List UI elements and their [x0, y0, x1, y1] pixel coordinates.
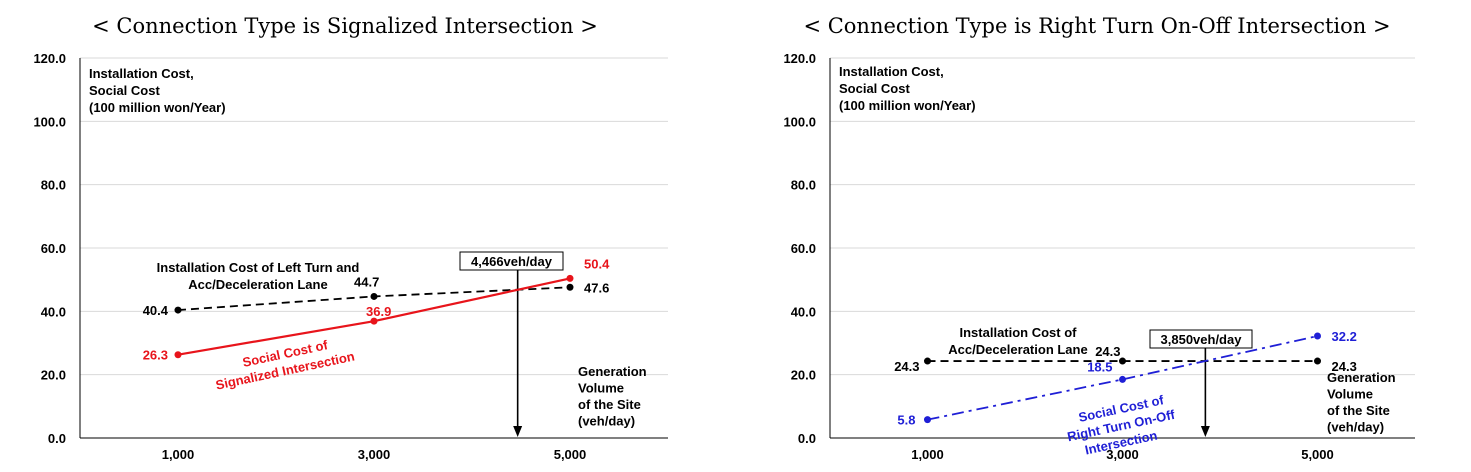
crossing-label: 4,466veh/day [471, 254, 553, 269]
chart-panel-signalized: < Connection Type is Signalized Intersec… [0, 0, 735, 472]
x-tick-label: 3,000 [1106, 447, 1139, 462]
y-tick-label: 100.0 [33, 114, 66, 129]
data-point [1119, 357, 1126, 365]
chart-panel-right-turn: < Connection Type is Right Turn On-Off I… [735, 0, 1471, 472]
chart-signalized: < Connection Type is Signalized Intersec… [33, 14, 668, 462]
y-axis-label: (100 million won/Year) [89, 100, 226, 115]
crossing-label-box [1149, 329, 1253, 349]
y-tick-label: 40.0 [41, 304, 66, 319]
series-label: Installation Cost of Left Turn and [157, 260, 360, 275]
crossing-arrow-head [1200, 426, 1210, 437]
y-tick-label: 80.0 [791, 178, 816, 193]
y-tick-label: 0.0 [48, 431, 66, 446]
y-tick-label: 20.0 [41, 368, 66, 383]
y-tick-label: 20.0 [791, 368, 816, 383]
data-point [1314, 332, 1321, 340]
data-point [174, 306, 182, 314]
chart-right-turn: < Connection Type is Right Turn On-Off I… [783, 14, 1415, 462]
data-label: 50.4 [584, 256, 610, 271]
series-line [927, 335, 1318, 421]
y-axis-label: Installation Cost, [89, 66, 194, 81]
chart-title: < Connection Type is Signalized Intersec… [92, 14, 598, 38]
x-tick-label: 5,000 [554, 447, 587, 462]
y-tick-label: 120.0 [33, 51, 66, 66]
data-label: 47.6 [584, 280, 609, 295]
x-axis-label: of the Site [578, 397, 641, 412]
data-point [1119, 375, 1126, 383]
x-tick-label: 5,000 [1301, 447, 1334, 462]
data-point [566, 274, 574, 282]
data-point [924, 416, 931, 424]
data-label: 44.7 [354, 274, 379, 289]
data-label: 18.5 [1087, 359, 1112, 374]
x-tick-label: 1,000 [911, 447, 944, 462]
data-point [566, 283, 574, 291]
y-tick-label: 60.0 [41, 241, 66, 256]
data-point [370, 317, 378, 325]
chart-title: < Connection Type is Right Turn On-Off I… [803, 14, 1390, 38]
y-tick-label: 100.0 [783, 114, 816, 129]
data-label: 40.4 [143, 303, 169, 318]
y-tick-label: 80.0 [41, 178, 66, 193]
x-axis-label: Volume [578, 381, 624, 396]
y-axis-label: Social Cost [839, 81, 910, 96]
data-label: 32.2 [1332, 329, 1357, 344]
data-label: 26.3 [143, 348, 168, 363]
data-point [924, 357, 931, 365]
x-tick-label: 3,000 [358, 447, 391, 462]
x-axis-label: Generation [578, 364, 647, 379]
data-label: 36.9 [366, 304, 391, 319]
x-axis-label: of the Site [1327, 403, 1390, 418]
data-label: 24.3 [894, 359, 919, 374]
data-point [174, 351, 182, 359]
x-axis-label: Generation [1327, 370, 1396, 385]
series-label: Acc/Deceleration Lane [948, 342, 1087, 357]
x-axis-label: (veh/day) [1327, 420, 1384, 435]
x-axis-label: (veh/day) [578, 414, 635, 429]
y-tick-label: 120.0 [783, 51, 816, 66]
data-label: 24.3 [1332, 359, 1357, 374]
data-point [370, 292, 378, 300]
series-label: Installation Cost of [960, 325, 1078, 340]
series-label: Acc/Deceleration Lane [188, 277, 327, 292]
y-axis-label: (100 million won/Year) [839, 98, 976, 113]
data-label: 5.8 [897, 413, 915, 428]
y-tick-label: 60.0 [791, 241, 816, 256]
data-label: 24.3 [1095, 344, 1120, 359]
y-axis-label: Installation Cost, [839, 64, 944, 79]
crossing-arrow-head [513, 426, 523, 437]
data-point [1314, 357, 1321, 365]
x-axis-label: Volume [1327, 387, 1373, 402]
crossing-label: 3,850veh/day [1161, 332, 1243, 347]
crossing-label-box [459, 251, 564, 271]
x-tick-label: 1,000 [162, 447, 195, 462]
y-axis-label: Social Cost [89, 83, 160, 98]
y-tick-label: 40.0 [791, 304, 816, 319]
y-tick-label: 0.0 [798, 431, 816, 446]
